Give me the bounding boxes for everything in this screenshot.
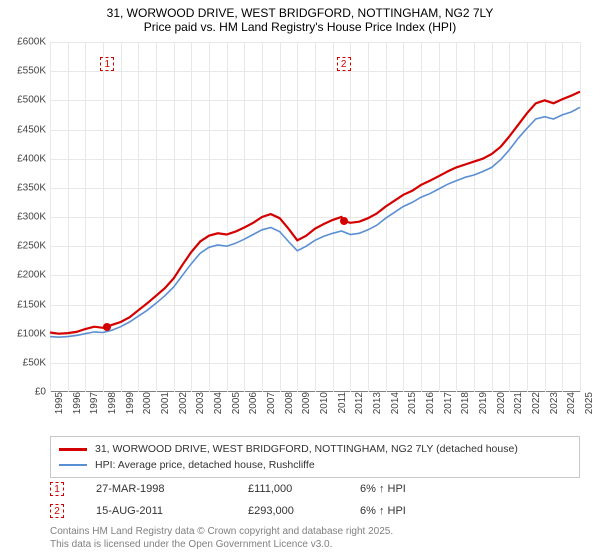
- legend-row: HPI: Average price, detached house, Rush…: [59, 457, 571, 473]
- series-line-price_paid: [50, 92, 580, 334]
- x-tick-label: 2019: [474, 392, 489, 414]
- legend-label: 31, WORWOOD DRIVE, WEST BRIDGFORD, NOTTI…: [95, 443, 518, 455]
- x-tick-label: 1995: [50, 392, 65, 414]
- annotation-row: 2 15-AUG-2011 £293,000 6% ↑ HPI: [50, 500, 580, 522]
- legend-swatch: [59, 464, 87, 466]
- x-tick-label: 2012: [350, 392, 365, 414]
- annotation-marker: 2: [50, 504, 64, 518]
- x-tick-label: 2008: [280, 392, 295, 414]
- annotation-price: £293,000: [248, 505, 328, 517]
- x-tick-label: 2006: [244, 392, 259, 414]
- x-tick-label: 2018: [456, 392, 471, 414]
- chart-title-block: 31, WORWOOD DRIVE, WEST BRIDGFORD, NOTTI…: [0, 0, 600, 34]
- annotation-price: £111,000: [248, 483, 328, 495]
- y-tick-label: £600K: [17, 37, 50, 48]
- legend-row: 31, WORWOOD DRIVE, WEST BRIDGFORD, NOTTI…: [59, 441, 571, 457]
- sale-point-2: [340, 217, 348, 225]
- annotation-date: 27-MAR-1998: [96, 483, 216, 495]
- x-tick-label: 1998: [103, 392, 118, 414]
- x-tick-label: 2007: [262, 392, 277, 414]
- sale-point-1: [103, 323, 111, 331]
- y-tick-label: £350K: [17, 182, 50, 193]
- y-tick-label: £0: [35, 387, 50, 398]
- x-tick-label: 2004: [209, 392, 224, 414]
- x-tick-label: 2014: [386, 392, 401, 414]
- y-tick-label: £50K: [23, 357, 50, 368]
- x-tick-label: 2020: [492, 392, 507, 414]
- y-tick-label: £200K: [17, 270, 50, 281]
- footer-line-1: Contains HM Land Registry data © Crown c…: [50, 526, 580, 539]
- x-tick-label: 1996: [68, 392, 83, 414]
- x-tick-label: 2023: [545, 392, 560, 414]
- x-tick-label: 1999: [121, 392, 136, 414]
- x-tick-label: 2022: [527, 392, 542, 414]
- x-tick-label: 2025: [580, 392, 595, 414]
- annotation-marker: 1: [50, 482, 64, 496]
- y-tick-label: £300K: [17, 212, 50, 223]
- x-tick-label: 2015: [403, 392, 418, 414]
- x-tick-label: 2005: [227, 392, 242, 414]
- x-tick-label: 2002: [174, 392, 189, 414]
- y-tick-label: £400K: [17, 153, 50, 164]
- y-tick-label: £450K: [17, 124, 50, 135]
- x-tick-label: 2003: [191, 392, 206, 414]
- sale-marker-2: 2: [337, 57, 351, 71]
- series-svg: [50, 42, 580, 392]
- y-tick-label: £250K: [17, 241, 50, 252]
- annotation-date: 15-AUG-2011: [96, 505, 216, 517]
- footer: Contains HM Land Registry data © Crown c…: [50, 526, 580, 551]
- title-line-2: Price paid vs. HM Land Registry's House …: [0, 20, 600, 34]
- title-line-1: 31, WORWOOD DRIVE, WEST BRIDGFORD, NOTTI…: [0, 6, 600, 20]
- sale-marker-1: 1: [100, 57, 114, 71]
- x-tick-label: 1997: [85, 392, 100, 414]
- legend: 31, WORWOOD DRIVE, WEST BRIDGFORD, NOTTI…: [50, 436, 580, 478]
- x-tick-label: 2013: [368, 392, 383, 414]
- annotation-pct: 6% ↑ HPI: [360, 483, 406, 495]
- y-tick-label: £150K: [17, 299, 50, 310]
- x-tick-label: 2016: [421, 392, 436, 414]
- series-line-hpi: [50, 107, 580, 337]
- annotation-row: 1 27-MAR-1998 £111,000 6% ↑ HPI: [50, 478, 580, 500]
- x-tick-label: 2021: [509, 392, 524, 414]
- x-tick-label: 2017: [439, 392, 454, 414]
- gridline-v: [580, 42, 581, 392]
- annotation-table: 1 27-MAR-1998 £111,000 6% ↑ HPI 2 15-AUG-2011…: [50, 478, 580, 522]
- x-tick-label: 2009: [297, 392, 312, 414]
- x-tick-label: 2011: [333, 392, 348, 414]
- x-tick-label: 2000: [138, 392, 153, 414]
- legend-label: HPI: Average price, detached house, Rush…: [95, 459, 315, 471]
- y-tick-label: £550K: [17, 66, 50, 77]
- chart-area: £0£50K£100K£150K£200K£250K£300K£350K£400…: [50, 42, 580, 392]
- annotation-pct: 6% ↑ HPI: [360, 505, 406, 517]
- x-tick-label: 2010: [315, 392, 330, 414]
- x-tick-label: 2001: [156, 392, 171, 414]
- footer-line-2: This data is licensed under the Open Gov…: [50, 539, 580, 552]
- y-tick-label: £100K: [17, 328, 50, 339]
- x-tick-label: 2024: [562, 392, 577, 414]
- legend-swatch: [59, 448, 87, 451]
- y-tick-label: £500K: [17, 95, 50, 106]
